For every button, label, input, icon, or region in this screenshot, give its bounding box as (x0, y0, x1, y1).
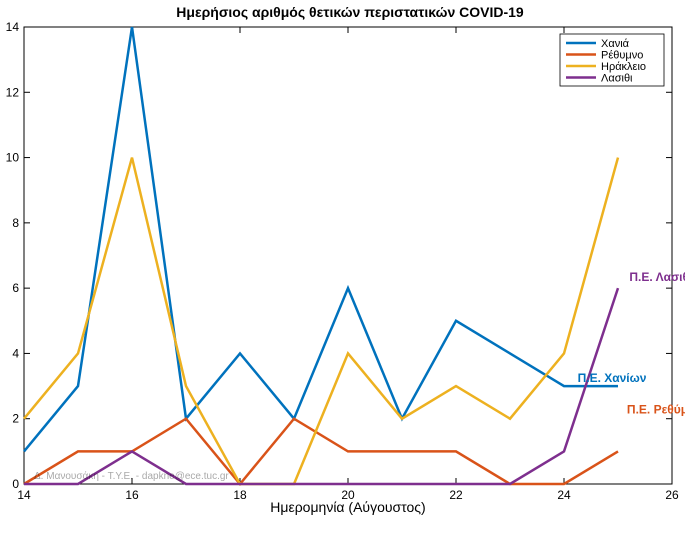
series-annotation: Π.Ε. Λασιθίου (629, 270, 685, 284)
series-annotation: Π.Ε. Ρεθύμνου (627, 402, 685, 416)
y-tick-label: 8 (12, 216, 19, 230)
y-tick-label: 6 (12, 281, 19, 295)
x-tick-label: 16 (125, 488, 139, 502)
plot-frame (23, 26, 673, 485)
y-tick-label: 0 (12, 477, 19, 491)
series-annotation: Π.Ε. Χανίων (578, 371, 647, 385)
x-tick-label: 20 (341, 488, 355, 502)
y-tick-label: 10 (6, 151, 20, 165)
chart-title: Ημερήσιος αριθμός θετικών περιστατικών C… (176, 4, 524, 20)
x-tick-label: 22 (449, 488, 463, 502)
y-tick-label: 4 (12, 346, 19, 360)
series-line-2 (23, 417, 619, 486)
series-line-3 (23, 157, 620, 486)
legend-label: Ρέθυμνο (601, 50, 643, 62)
y-tick-label: 12 (6, 85, 20, 99)
series-line-1 (23, 26, 618, 453)
y-tick-label: 2 (12, 412, 19, 426)
x-tick-label: 18 (233, 488, 247, 502)
watermark-text: Δ. Μανουσάκη - Τ.Υ.Ε. - dapkne@ece.tuc.g… (34, 470, 229, 482)
legend-label: Χανιά (601, 38, 630, 50)
x-tick-label: 14 (17, 488, 31, 502)
legend-label: Ηράκλειο (601, 61, 646, 73)
series-line-4 (24, 287, 620, 486)
x-tick-label: 26 (665, 488, 679, 502)
legend-label: Λασιθι (601, 73, 633, 85)
x-tick-label: 24 (557, 488, 571, 502)
y-tick-label: 14 (6, 20, 20, 34)
x-axis-label: Ημερομηνία (Αύγουστος) (270, 499, 425, 515)
